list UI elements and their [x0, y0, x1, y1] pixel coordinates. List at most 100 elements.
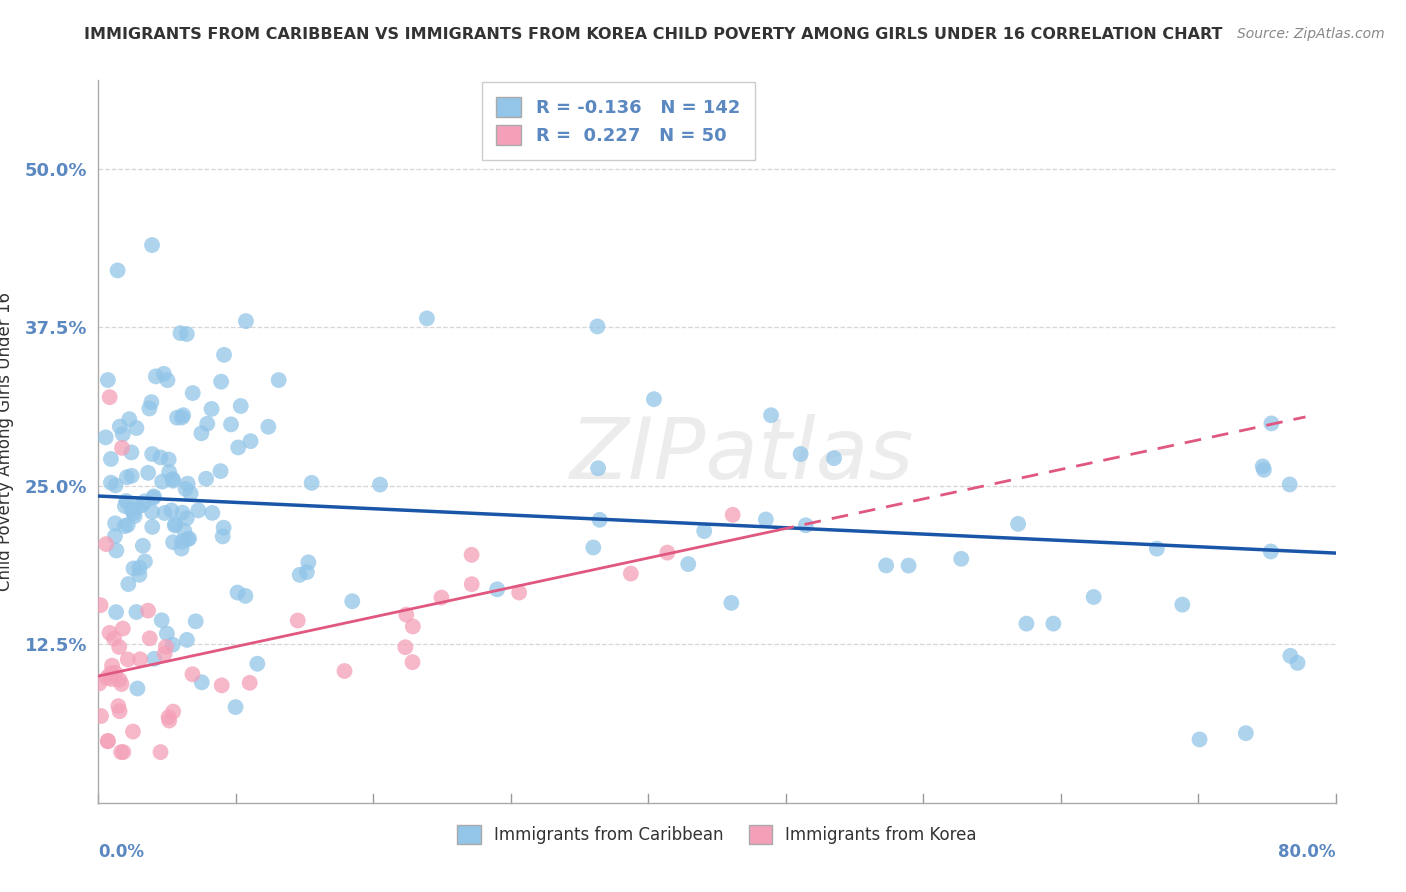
Point	[897, 558, 920, 573]
Point	[342, 594, 364, 608]
Point	[246, 657, 269, 671]
Point	[176, 326, 198, 341]
Point	[1171, 598, 1194, 612]
Point	[643, 392, 665, 406]
Point	[195, 472, 218, 486]
Point	[720, 596, 742, 610]
Point	[100, 452, 122, 467]
Point	[1234, 726, 1257, 740]
Point	[225, 700, 247, 714]
Point	[121, 468, 143, 483]
Point	[160, 503, 183, 517]
Point	[486, 582, 509, 597]
Point	[142, 490, 165, 504]
Point	[176, 532, 198, 546]
Point	[120, 502, 142, 516]
Point	[110, 745, 132, 759]
Point	[141, 447, 163, 461]
Point	[162, 705, 184, 719]
Point	[97, 734, 120, 748]
Point	[1015, 616, 1038, 631]
Point	[173, 524, 195, 538]
Point	[122, 724, 145, 739]
Point	[143, 652, 166, 666]
Point	[657, 546, 679, 560]
Point	[97, 373, 120, 387]
Y-axis label: Child Poverty Among Girls Under 16: Child Poverty Among Girls Under 16	[0, 292, 14, 591]
Point	[235, 589, 257, 603]
Point	[157, 714, 180, 728]
Point	[127, 500, 149, 514]
Point	[103, 632, 125, 646]
Point	[200, 401, 222, 416]
Point	[1146, 541, 1168, 556]
Point	[98, 390, 121, 404]
Point	[759, 409, 782, 423]
Point	[114, 499, 136, 513]
Point	[401, 655, 423, 669]
Point	[117, 518, 139, 533]
Point	[157, 465, 180, 479]
Point	[149, 450, 172, 465]
Point	[104, 516, 127, 531]
Point	[170, 410, 193, 425]
Point	[586, 319, 609, 334]
Point	[1042, 616, 1064, 631]
Point	[125, 605, 148, 619]
Point	[104, 665, 127, 680]
Point	[96, 671, 118, 685]
Point	[94, 430, 117, 444]
Legend: Immigrants from Caribbean, Immigrants from Korea: Immigrants from Caribbean, Immigrants fr…	[449, 816, 986, 852]
Point	[209, 464, 232, 478]
Point	[115, 470, 138, 484]
Point	[155, 640, 177, 654]
Point	[190, 426, 212, 441]
Point	[127, 681, 149, 696]
Point	[201, 506, 224, 520]
Point	[101, 658, 124, 673]
Point	[187, 503, 209, 517]
Point	[508, 585, 530, 599]
Point	[141, 395, 163, 409]
Point	[105, 543, 128, 558]
Point	[239, 434, 262, 449]
Point	[150, 613, 173, 627]
Point	[950, 551, 973, 566]
Point	[157, 710, 180, 724]
Point	[755, 512, 778, 526]
Point	[460, 548, 482, 562]
Point	[162, 638, 184, 652]
Text: 80.0%: 80.0%	[1278, 843, 1336, 861]
Point	[138, 401, 160, 416]
Point	[180, 486, 202, 500]
Point	[172, 408, 194, 422]
Point	[172, 534, 194, 549]
Point	[104, 529, 127, 543]
Point	[94, 537, 117, 551]
Point	[257, 419, 280, 434]
Point	[117, 652, 139, 666]
Point	[181, 667, 204, 681]
Point	[105, 605, 128, 619]
Point	[1188, 732, 1211, 747]
Point	[108, 704, 131, 718]
Point	[157, 452, 180, 467]
Point	[129, 652, 152, 666]
Point	[156, 626, 179, 640]
Point	[177, 532, 200, 546]
Point	[100, 475, 122, 490]
Point	[90, 598, 112, 612]
Point	[235, 314, 257, 328]
Point	[162, 474, 184, 488]
Point	[97, 734, 120, 748]
Point	[141, 238, 163, 252]
Point	[176, 632, 198, 647]
Point	[150, 475, 173, 489]
Point	[693, 524, 716, 538]
Point	[152, 367, 174, 381]
Point	[108, 419, 131, 434]
Point	[132, 539, 155, 553]
Point	[229, 399, 252, 413]
Point	[395, 607, 418, 622]
Point	[1007, 516, 1029, 531]
